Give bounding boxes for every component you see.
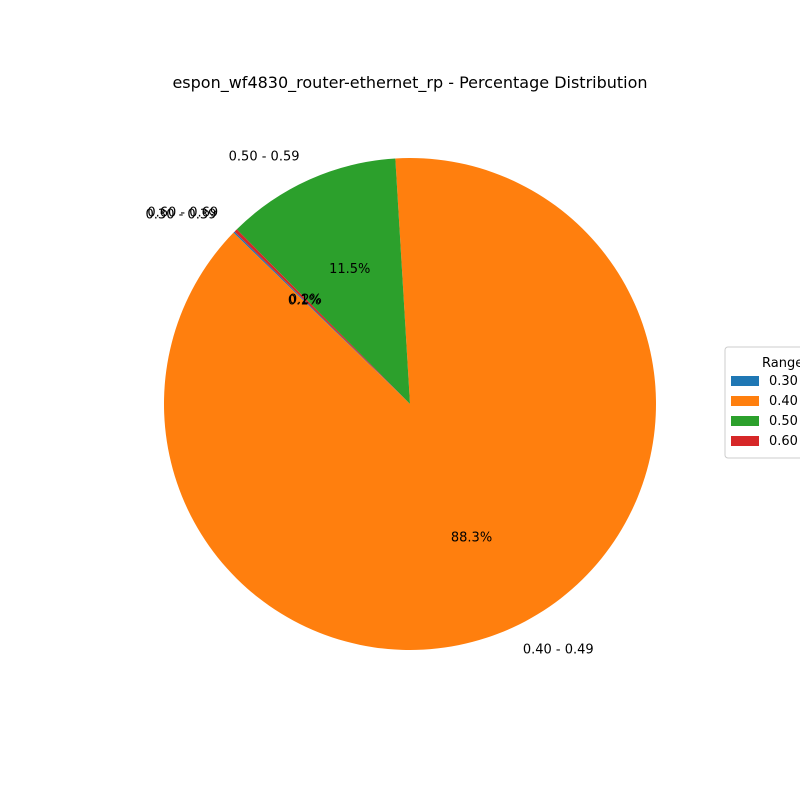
legend-swatch — [731, 376, 759, 386]
legend-title: Range — [762, 356, 800, 371]
slice-label: 0.60 - 0.69 — [147, 206, 218, 221]
pie-slice — [234, 229, 410, 404]
legend-entry-label: 0.50 — [769, 414, 798, 429]
slice-percent-label: 88.3% — [451, 531, 492, 546]
chart-title: espon_wf4830_router-ethernet_rp - Percen… — [172, 73, 647, 93]
legend-frame — [724, 346, 800, 459]
pie-slice — [233, 231, 410, 404]
legend-swatch — [731, 396, 759, 406]
slice-percent-label: 0.1% — [288, 293, 321, 308]
legend-swatch — [731, 436, 759, 446]
legend-entry-label: 0.30 — [769, 374, 798, 389]
slice-percent-label: 0.2% — [289, 292, 322, 307]
legend-entry-label: 0.60 — [769, 434, 798, 449]
slice-percent-label: 11.5% — [329, 262, 370, 277]
legend-entry-label: 0.40 — [769, 394, 798, 409]
slice-label: 0.40 - 0.49 — [523, 642, 594, 657]
pie-labels: 0.30 - 0.39 0.1% 0.40 - 0.49 88.3% 0.50 - 0.… — [146, 149, 594, 657]
slice-label: 0.50 - 0.59 — [229, 149, 300, 164]
pie-slice — [163, 158, 656, 651]
pie-slice — [236, 158, 410, 404]
slice-label: 0.30 - 0.39 — [146, 207, 217, 222]
legend: Range 0.30 0.40 0.50 0.60 — [724, 346, 800, 459]
legend-swatch — [731, 416, 759, 426]
pie-slices — [163, 158, 656, 651]
